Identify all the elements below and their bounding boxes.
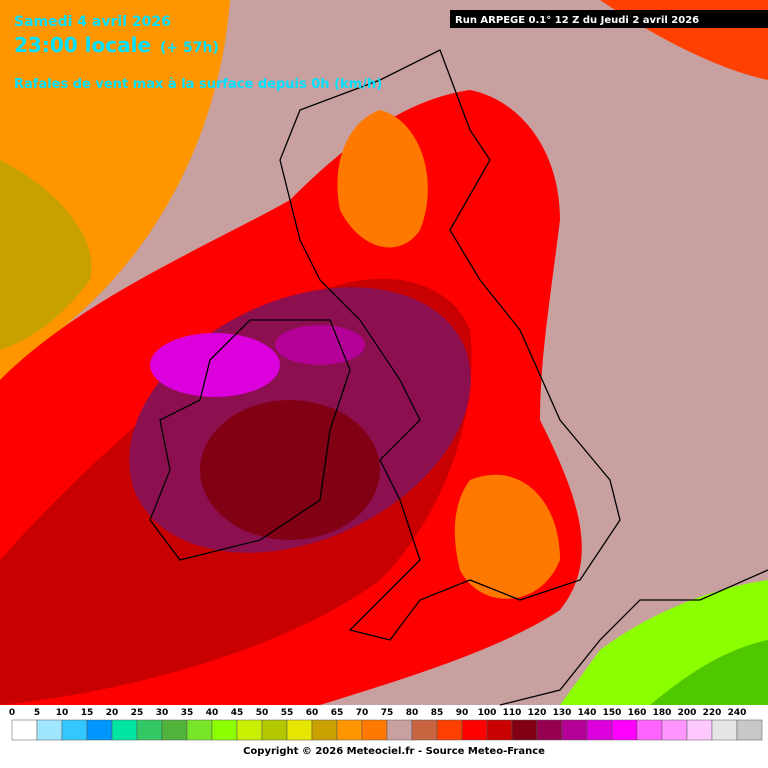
legend-label: 20 <box>106 708 119 718</box>
legend-swatch <box>661 719 688 741</box>
legend-label: 30 <box>156 708 169 718</box>
copyright: Copyright © 2026 Meteociel.fr - Source M… <box>243 746 545 757</box>
legend-label: 75 <box>381 708 394 718</box>
legend-swatch <box>461 719 488 741</box>
legend-swatch <box>636 719 663 741</box>
legend-label: 240 <box>728 708 747 718</box>
legend-swatch <box>236 719 263 741</box>
legend-swatch <box>361 719 388 741</box>
legend-swatch <box>586 719 613 741</box>
legend-swatch <box>136 719 163 741</box>
legend-label: 10 <box>56 708 69 718</box>
field-magenta2 <box>275 325 365 365</box>
legend-swatch <box>336 719 363 741</box>
legend-swatch <box>436 719 463 741</box>
lead: (+ 57h) <box>160 40 219 56</box>
legend-swatch <box>161 719 188 741</box>
coast-france <box>499 569 768 706</box>
legend-label: 180 <box>653 708 672 718</box>
legend-swatch <box>411 719 438 741</box>
legend-label: 140 <box>578 708 597 718</box>
legend-label: 80 <box>406 708 419 718</box>
legend-swatch <box>736 719 763 741</box>
legend-swatch <box>711 719 738 741</box>
legend-label: 0 <box>9 708 15 718</box>
legend-swatch <box>36 719 63 741</box>
legend-swatch <box>286 719 313 741</box>
legend-label: 220 <box>703 708 722 718</box>
legend-label: 110 <box>503 708 522 718</box>
legend-swatch <box>86 719 113 741</box>
legend-swatch <box>511 719 538 741</box>
legend-label: 40 <box>206 708 219 718</box>
run-box <box>450 10 768 28</box>
legend-swatch <box>211 719 238 741</box>
legend-label: 130 <box>553 708 572 718</box>
legend-swatch <box>611 719 638 741</box>
legend-label: 160 <box>628 708 647 718</box>
coast-britain <box>279 49 621 641</box>
field-green2 <box>650 640 768 705</box>
field-scotland <box>337 110 428 248</box>
legend-label: 25 <box>131 708 144 718</box>
legend-swatch <box>61 719 88 741</box>
legend-swatch <box>261 719 288 741</box>
field-olive <box>0 160 92 350</box>
parameter: Rafales de vent max à la surface depuis … <box>14 77 382 92</box>
field-maroon <box>200 400 380 540</box>
legend-label: 200 <box>678 708 697 718</box>
field-magenta <box>150 333 280 397</box>
legend-swatch <box>686 719 713 741</box>
legend-label: 35 <box>181 708 194 718</box>
field-england <box>454 474 560 599</box>
legend-label: 60 <box>306 708 319 718</box>
date: Samedi 4 avril 2026 <box>14 14 171 30</box>
time: 23:00 locale <box>14 33 151 57</box>
legend-label: 5 <box>34 708 40 718</box>
legend-label: 55 <box>281 708 294 718</box>
legend-swatch <box>536 719 563 741</box>
legend-label: 100 <box>478 708 497 718</box>
legend-label: 45 <box>231 708 244 718</box>
coast-ireland <box>149 319 351 561</box>
legend-swatch <box>386 719 413 741</box>
legend-label: 15 <box>81 708 94 718</box>
legend-swatch <box>11 719 38 741</box>
legend-swatch <box>311 719 338 741</box>
legend-swatch <box>486 719 513 741</box>
legend-label: 90 <box>456 708 469 718</box>
legend-label: 85 <box>431 708 444 718</box>
legend: 0 5 10 15 20 25 30 35 40 45 50 55 60 65 70 75 80 85 90 100 1… <box>9 708 763 741</box>
run: Run ARPEGE 0.1° 12 Z du Jeudi 2 avril 20… <box>455 15 699 26</box>
legend-label: 150 <box>603 708 622 718</box>
legend-label: 70 <box>356 708 369 718</box>
legend-label: 120 <box>528 708 547 718</box>
legend-swatch <box>561 719 588 741</box>
legend-swatch <box>111 719 138 741</box>
legend-label: 65 <box>331 708 344 718</box>
legend-swatch <box>186 719 213 741</box>
legend-label: 50 <box>256 708 269 718</box>
